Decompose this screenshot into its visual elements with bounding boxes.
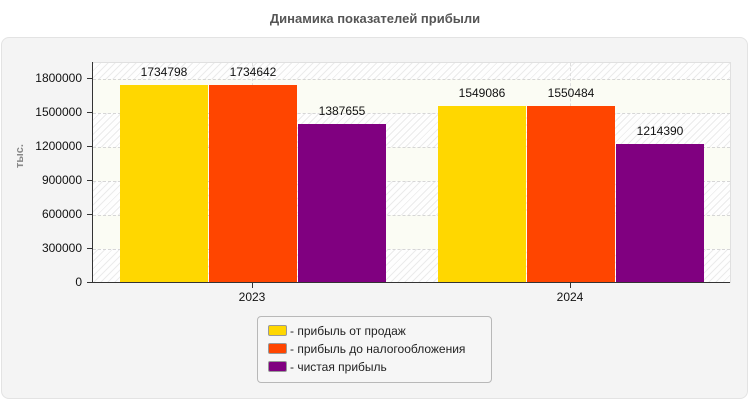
gridline [93, 147, 730, 148]
legend-label: - прибыль от продаж [290, 324, 406, 338]
bar-2023-pretax-profit [209, 85, 297, 282]
y-tick-label: 900000 [41, 173, 82, 187]
y-tick-label: 0 [75, 275, 82, 289]
gridline [93, 215, 730, 216]
data-label: 1550484 [547, 86, 595, 100]
y-tick [87, 112, 92, 113]
bar-2024-sales-profit [438, 106, 526, 282]
gridline [93, 113, 730, 114]
legend-swatch-orange [268, 343, 287, 355]
legend: - прибыль от продаж - прибыль до налогоо… [257, 316, 492, 383]
y-tick-label: 1500000 [35, 105, 82, 119]
chart-title: Динамика показателей прибыли [269, 11, 481, 26]
y-tick [87, 248, 92, 249]
x-tick-label: 2024 [556, 290, 584, 304]
data-label: 1734798 [140, 65, 188, 79]
y-tick [87, 180, 92, 181]
gridline [93, 249, 730, 250]
legend-item-pretax-profit: - прибыль до налогообложения [268, 342, 465, 358]
y-axis [92, 62, 93, 283]
bar-2024-pretax-profit [527, 106, 615, 282]
y-tick [87, 78, 92, 79]
y-tick [87, 146, 92, 147]
bar-2023-net-profit [298, 124, 386, 282]
gridline [93, 79, 730, 80]
x-tick-label: 2023 [238, 290, 266, 304]
y-tick-label: 600000 [41, 207, 82, 221]
x-axis [92, 282, 730, 283]
bar-2024-net-profit [616, 144, 704, 282]
x-tick [570, 283, 571, 288]
y-tick-label: 1800000 [35, 71, 82, 85]
data-label: 1214390 [636, 124, 684, 138]
legend-item-net-profit: - чистая прибыль [268, 360, 387, 376]
y-tick [87, 282, 92, 283]
data-label: 1549086 [458, 86, 506, 100]
y-tick-label: 1200000 [35, 139, 82, 153]
legend-item-sales-profit: - прибыль от продаж [268, 324, 406, 340]
y-tick [87, 214, 92, 215]
y-tick-label: 300000 [41, 241, 82, 255]
data-label: 1387655 [318, 104, 366, 118]
x-tick [252, 283, 253, 288]
bar-2023-sales-profit [120, 85, 208, 282]
legend-label: - прибыль до налогообложения [290, 342, 466, 356]
data-label: 1734642 [229, 65, 277, 79]
gridline [93, 181, 730, 182]
legend-swatch-yellow [268, 325, 287, 337]
legend-label: - чистая прибыль [290, 360, 387, 374]
legend-swatch-purple [268, 361, 287, 373]
